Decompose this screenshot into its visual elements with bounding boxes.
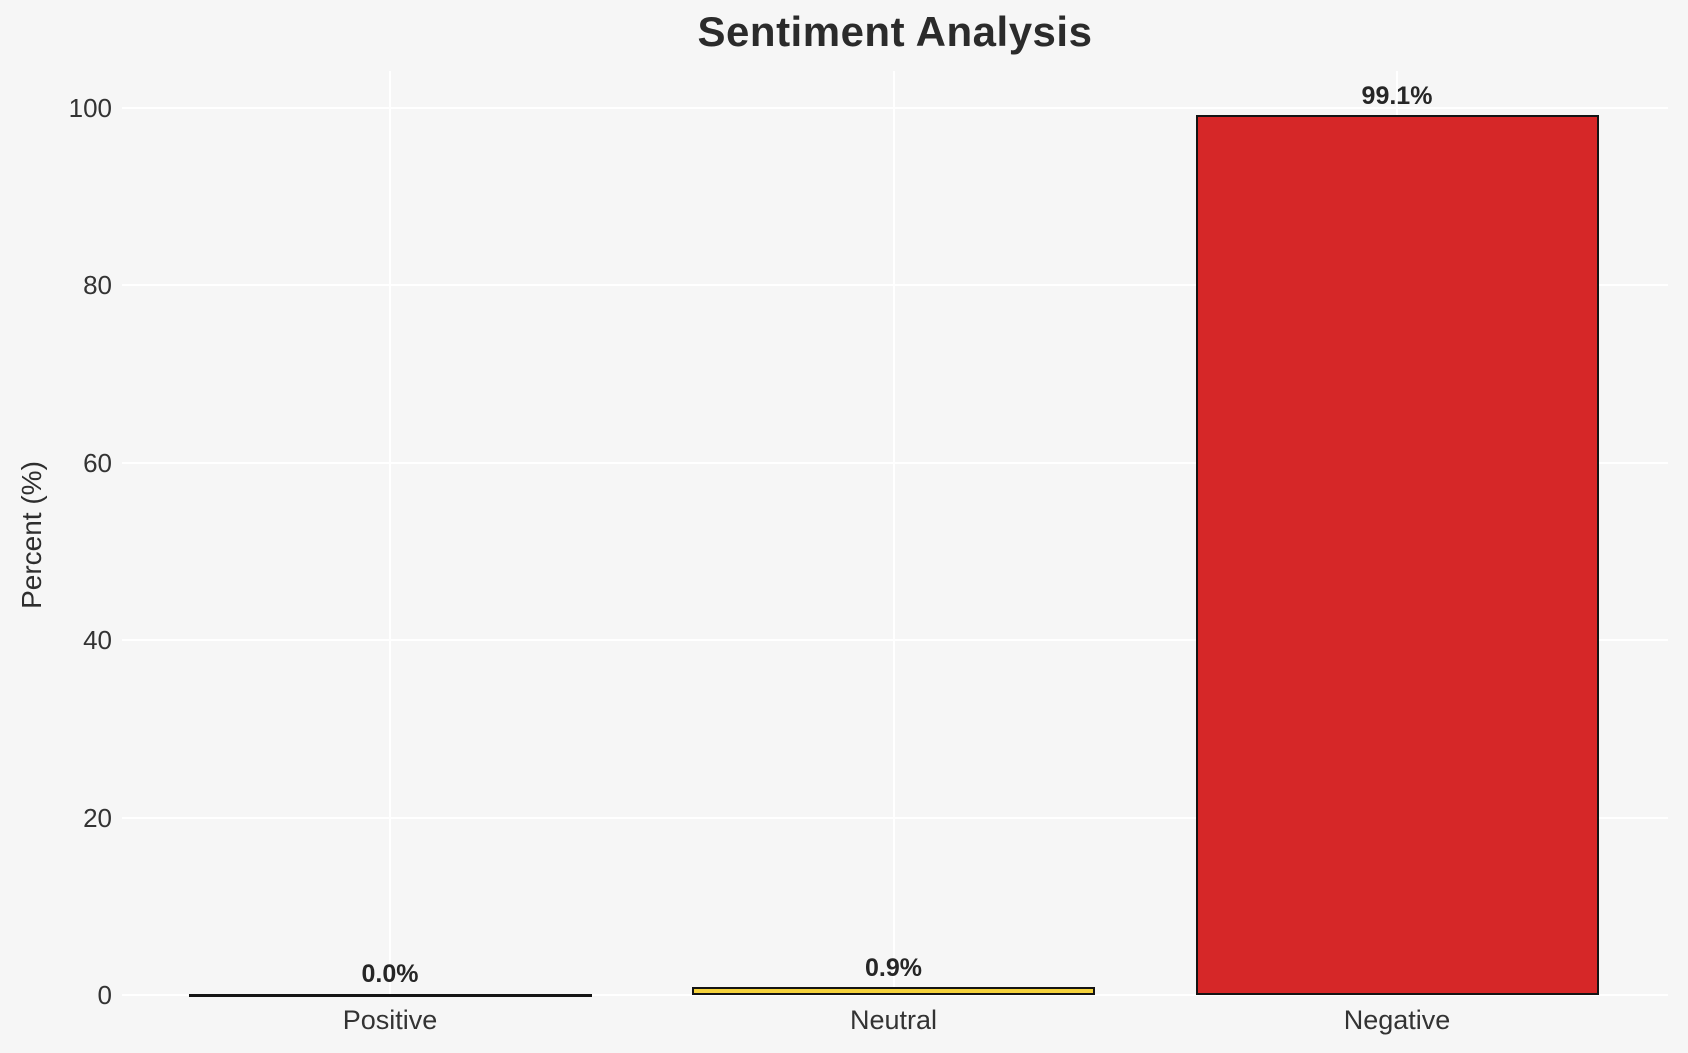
bar-positive: [188, 993, 592, 997]
y-tick-label-100: 100: [68, 92, 112, 123]
h-gridline-0: [122, 994, 1668, 996]
bar-neutral: [692, 987, 1095, 995]
y-tick-label-80: 80: [83, 270, 112, 300]
y-tick-label-0: 0: [97, 980, 112, 1010]
y-tick-label-20: 20: [83, 802, 112, 833]
v-gridline-neutral: [892, 71, 895, 995]
value-label-negative: 99.1%: [1361, 82, 1433, 111]
y-tick-label-40: 40: [83, 625, 112, 655]
x-tick-label-negative: Negative: [1343, 1005, 1451, 1035]
v-gridline-positive: [389, 71, 391, 995]
h-gridline-100: [122, 106, 1668, 109]
h-gridline-20: [122, 816, 1668, 819]
x-tick-label-positive: Positive: [342, 1005, 438, 1035]
value-label-neutral: 0.9%: [865, 954, 922, 982]
h-gridline-80: [122, 284, 1668, 286]
h-gridline-40: [122, 639, 1668, 641]
value-label-positive: 0.0%: [361, 959, 419, 988]
chart-title: Sentiment Analysis: [697, 8, 1093, 55]
x-tick-label-neutral: Neutral: [849, 1005, 938, 1035]
y-tick-label-60: 60: [83, 447, 112, 478]
bar-negative: [1195, 115, 1599, 995]
h-gridline-60: [122, 461, 1668, 464]
